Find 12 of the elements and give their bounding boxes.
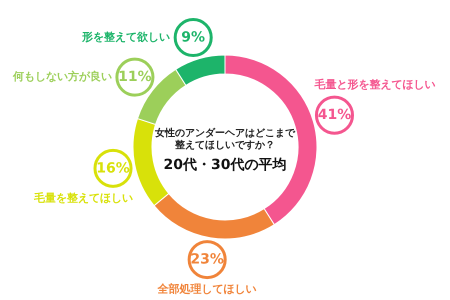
slice-label: 毛量を整えてほしい xyxy=(33,191,134,204)
slice-label: 毛量と形を整えてほしい xyxy=(313,78,436,92)
slice-label: 何もしない方が良い xyxy=(12,70,112,84)
data-label: 41% xyxy=(318,107,352,124)
data-label: 16% xyxy=(96,160,130,176)
data-label: 23% xyxy=(190,252,224,268)
text: 女性のアンダーヘアはどこまで整えてほしいですか？ xyxy=(154,127,296,151)
data-label: 11% xyxy=(118,69,152,86)
slice-label: 形を整えて欲しい xyxy=(81,30,170,44)
slice-label: 全部処理してほしい xyxy=(156,282,257,296)
text: 20代・30代の平均 xyxy=(164,157,286,173)
data-label: 9% xyxy=(181,30,206,46)
